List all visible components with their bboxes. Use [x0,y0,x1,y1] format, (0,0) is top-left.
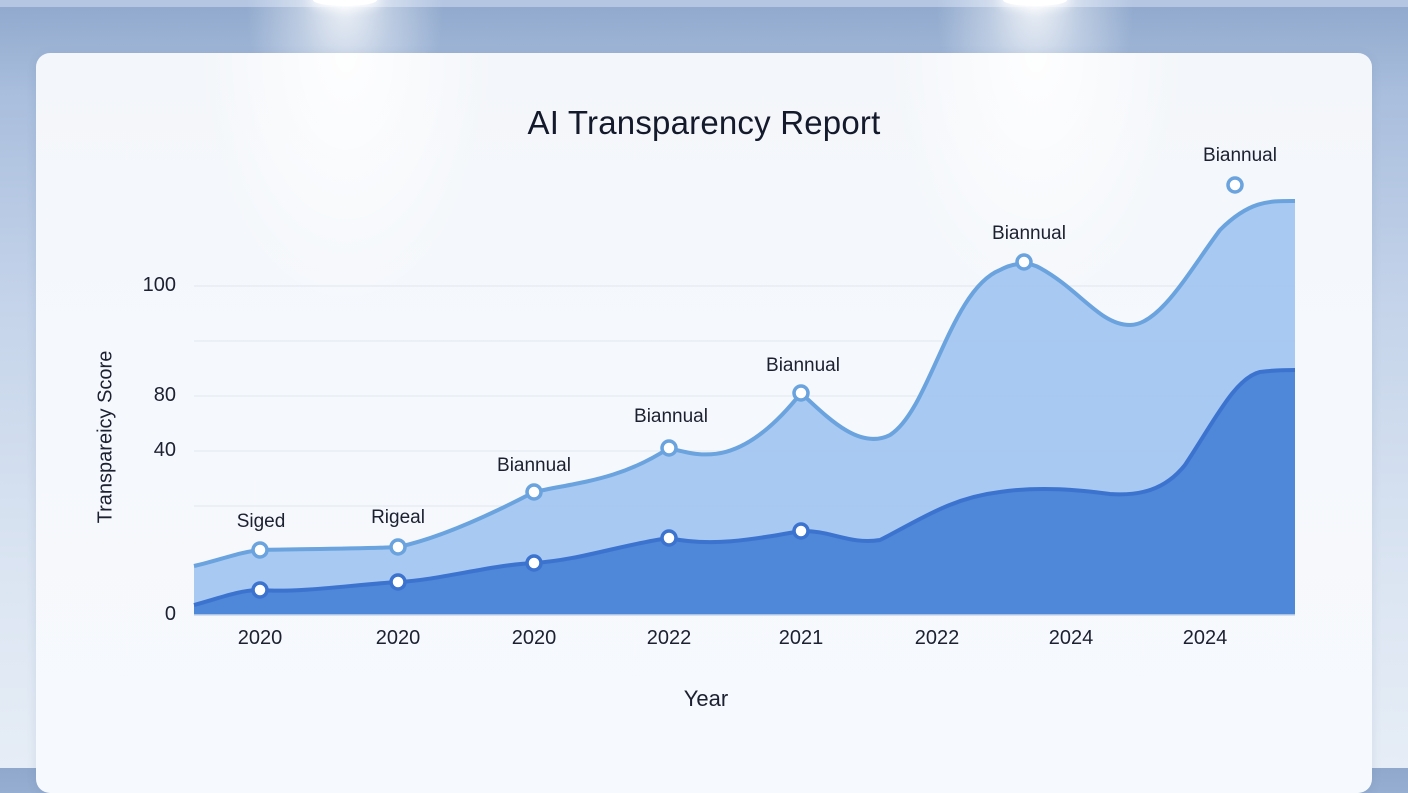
x-tick-label: 2021 [778,627,824,649]
point-annotation: Biannual [497,455,571,476]
x-tick-label: 2020 [375,627,421,649]
marker[interactable] [1226,176,1244,194]
x-tick-label: 2020 [511,627,557,649]
lower-area [194,370,1295,615]
marker[interactable] [389,573,407,591]
y-tick-label: 0 [164,603,176,625]
spotlight-right-icon [1003,0,1067,6]
x-tick-label: 2024 [1182,627,1228,649]
y-tick-label: 100 [142,274,176,296]
ceiling-strip [0,0,1408,7]
point-annotation: Biannual [766,355,840,376]
x-tick-label: 2024 [1048,627,1094,649]
marker[interactable] [389,538,407,556]
marker[interactable] [792,384,810,402]
y-axis-title: Transpareicy Score [94,350,117,524]
point-annotation: Biannual [634,406,708,427]
lower-markers [251,522,810,599]
y-tick-label: 80 [153,384,176,406]
marker[interactable] [525,483,543,501]
point-annotation: Biannual [1203,145,1277,166]
x-tick-label: 2022 [646,627,692,649]
spotlight-left-icon [313,0,377,6]
marker[interactable] [660,439,678,457]
upper-markers [251,176,1244,559]
point-annotation: Siged [236,511,286,532]
y-tick-label: 40 [153,439,176,461]
marker[interactable] [525,554,543,572]
marker[interactable] [660,529,678,547]
x-tick-label: 2022 [914,627,960,649]
x-axis-title: Year [683,686,729,711]
chart-title: AI Transparency Report [527,104,881,141]
point-annotation: Rigeal [371,507,425,528]
marker[interactable] [792,522,810,540]
x-tick-label: 2020 [237,627,283,649]
point-annotation: Biannual [992,223,1066,244]
marker[interactable] [1015,253,1033,271]
marker[interactable] [251,581,269,599]
plot-area [193,176,1296,616]
marker[interactable] [251,541,269,559]
